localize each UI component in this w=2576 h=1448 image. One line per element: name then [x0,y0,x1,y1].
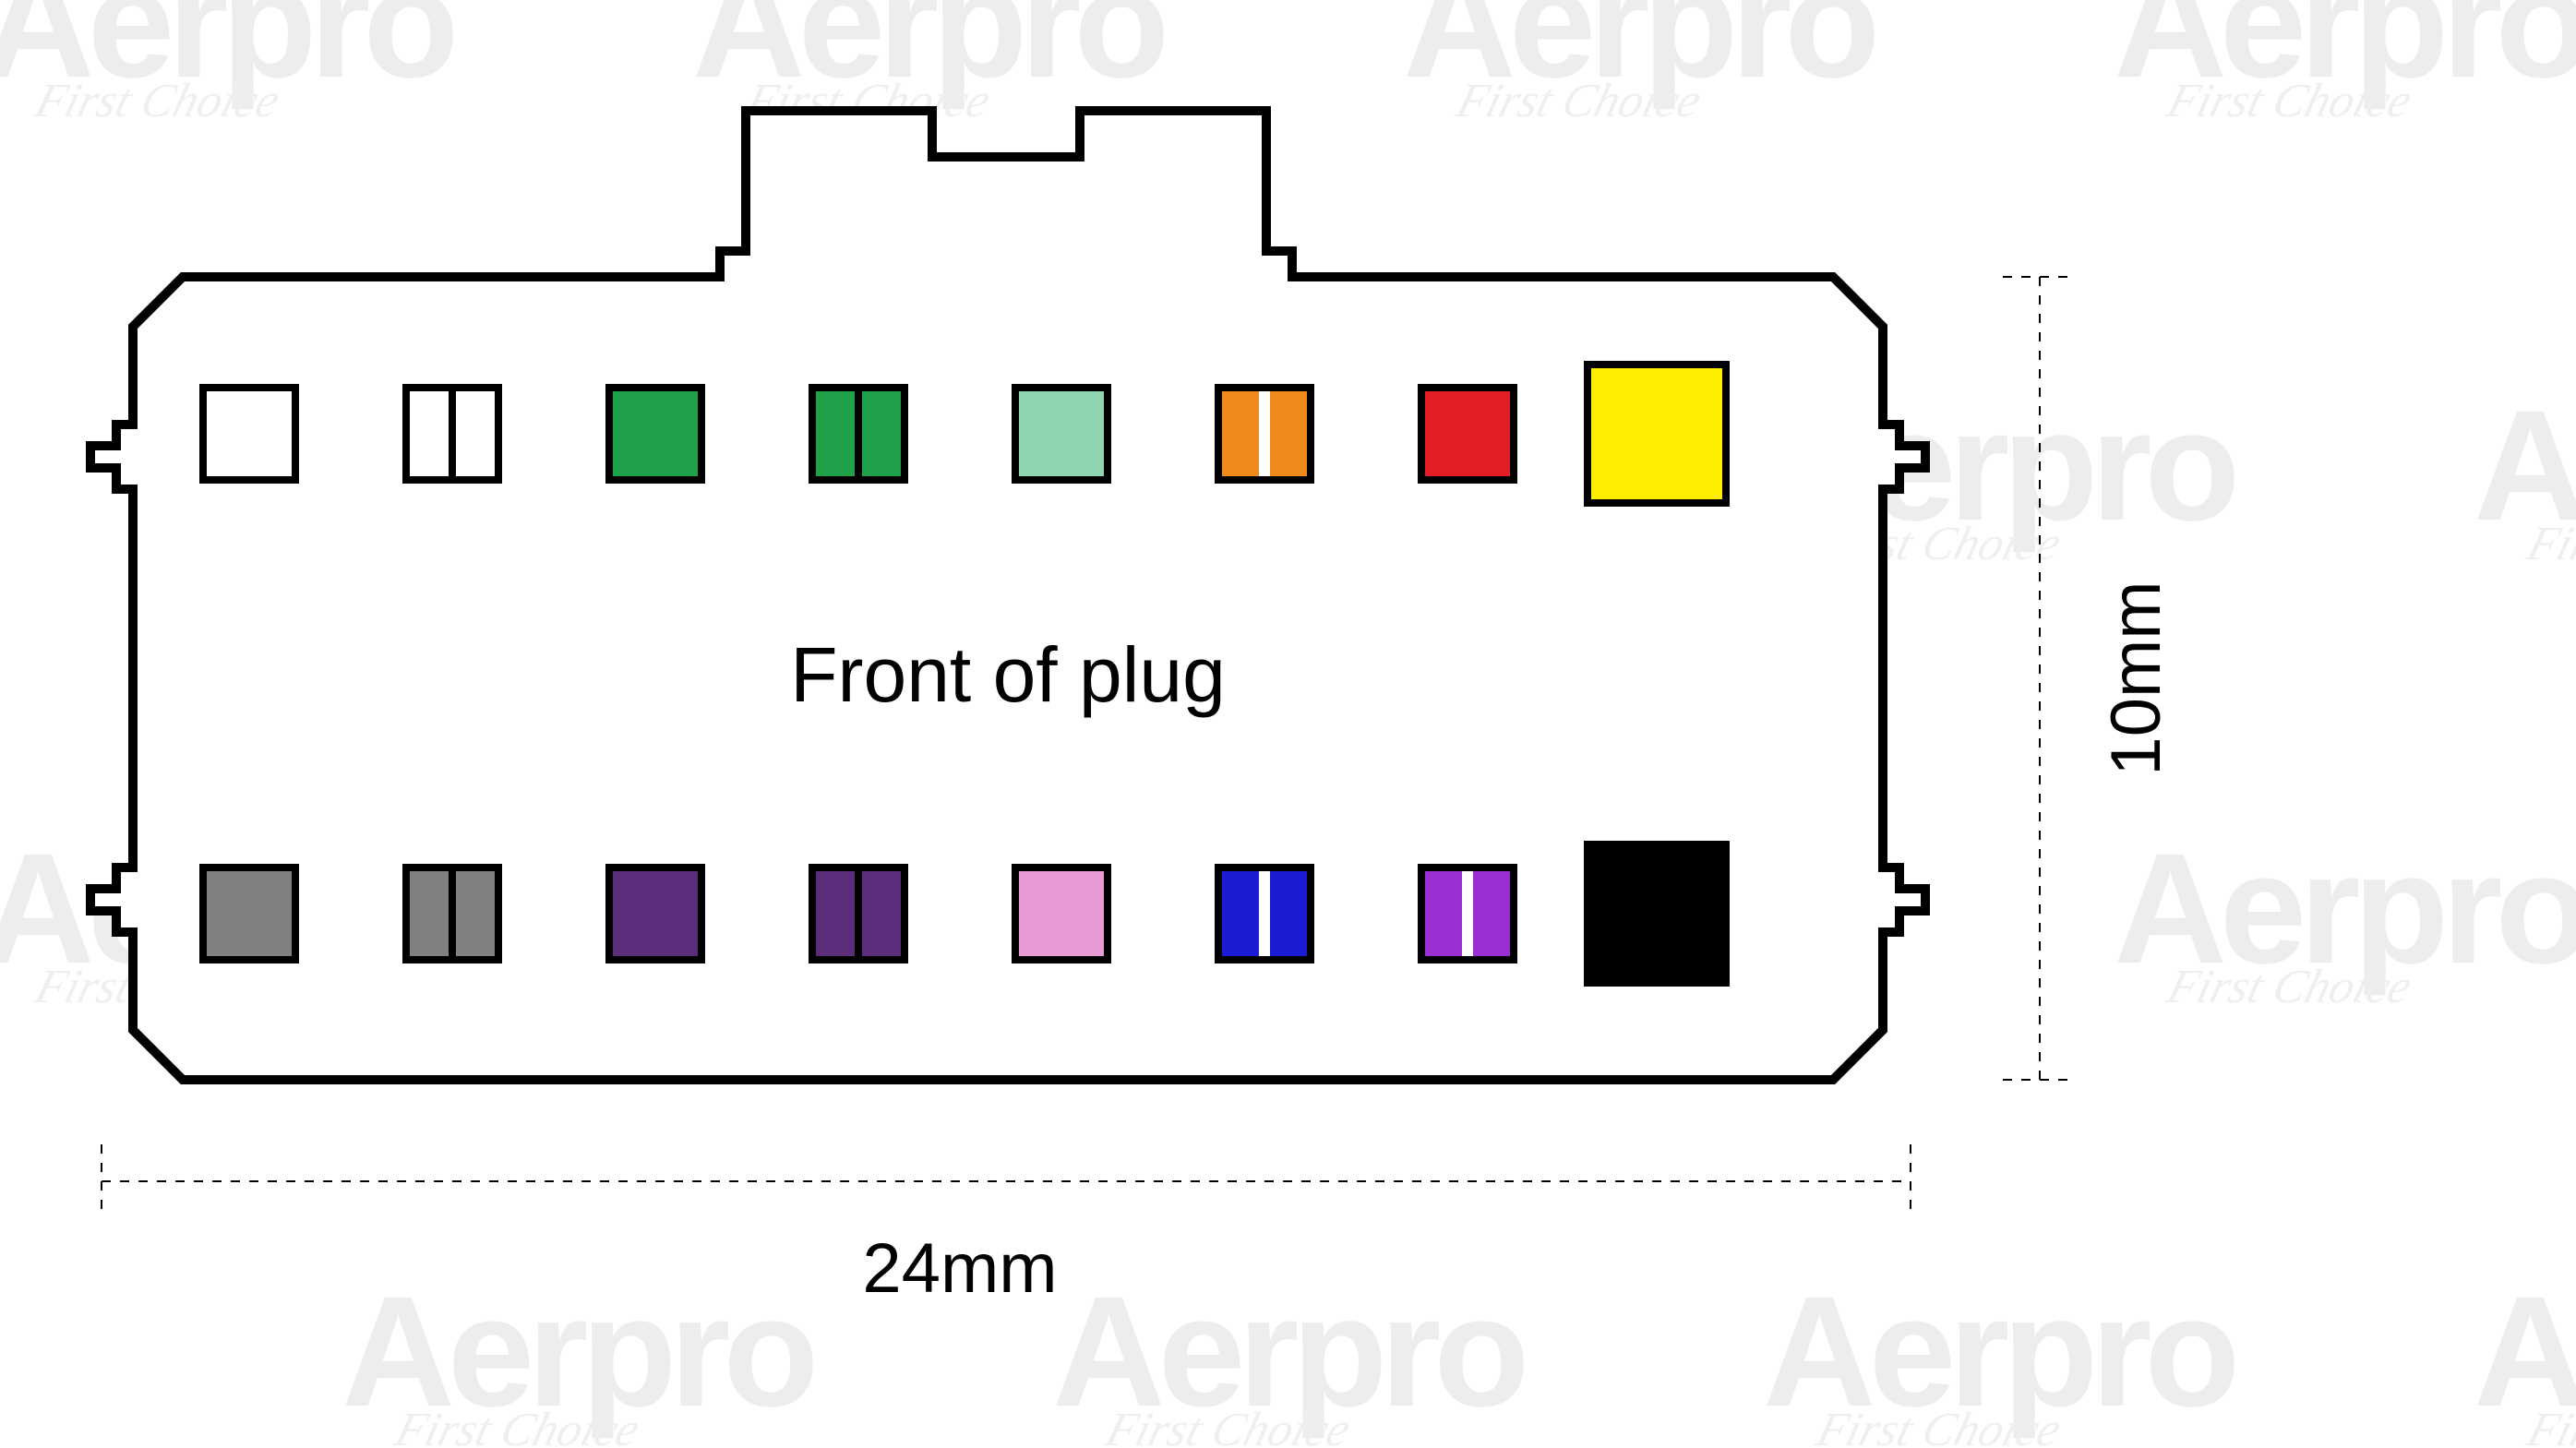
pin-box [609,388,701,480]
pin-bottom-4 [1015,868,1108,960]
pin-top-2 [609,388,701,480]
pin-box [1588,844,1726,983]
pin-box [1588,365,1726,503]
pin-bottom-3 [812,868,905,960]
pin-bottom-6 [1421,868,1514,960]
pin-box [1015,388,1108,480]
pin-top-5 [1218,388,1311,480]
pin-split-stripe [1462,871,1473,956]
pin-bottom-1 [406,868,498,960]
pin-bottom-2 [609,868,701,960]
connector-label: Front of plug [790,631,1226,718]
pin-top-4 [1015,388,1108,480]
pin-top-3 [812,388,905,480]
pin-bottom-large [1588,844,1726,983]
pin-box [1015,868,1108,960]
pin-box [203,868,295,960]
pin-box [203,388,295,480]
pin-bottom-0 [203,868,295,960]
pin-split-stripe [1259,871,1270,956]
pin-box [1421,388,1514,480]
connector-diagram: Front of plug 24mm 10mm [0,0,2576,1448]
pin-bottom-5 [1218,868,1311,960]
pin-top-1 [406,388,498,480]
pin-top-6 [1421,388,1514,480]
pin-top-large [1588,365,1726,503]
dim-h-label: 24mm [862,1229,1057,1308]
dim-v-label: 10mm [2097,580,2175,775]
pin-top-0 [203,388,295,480]
pin-box [609,868,701,960]
pin-split-stripe [1259,391,1270,476]
